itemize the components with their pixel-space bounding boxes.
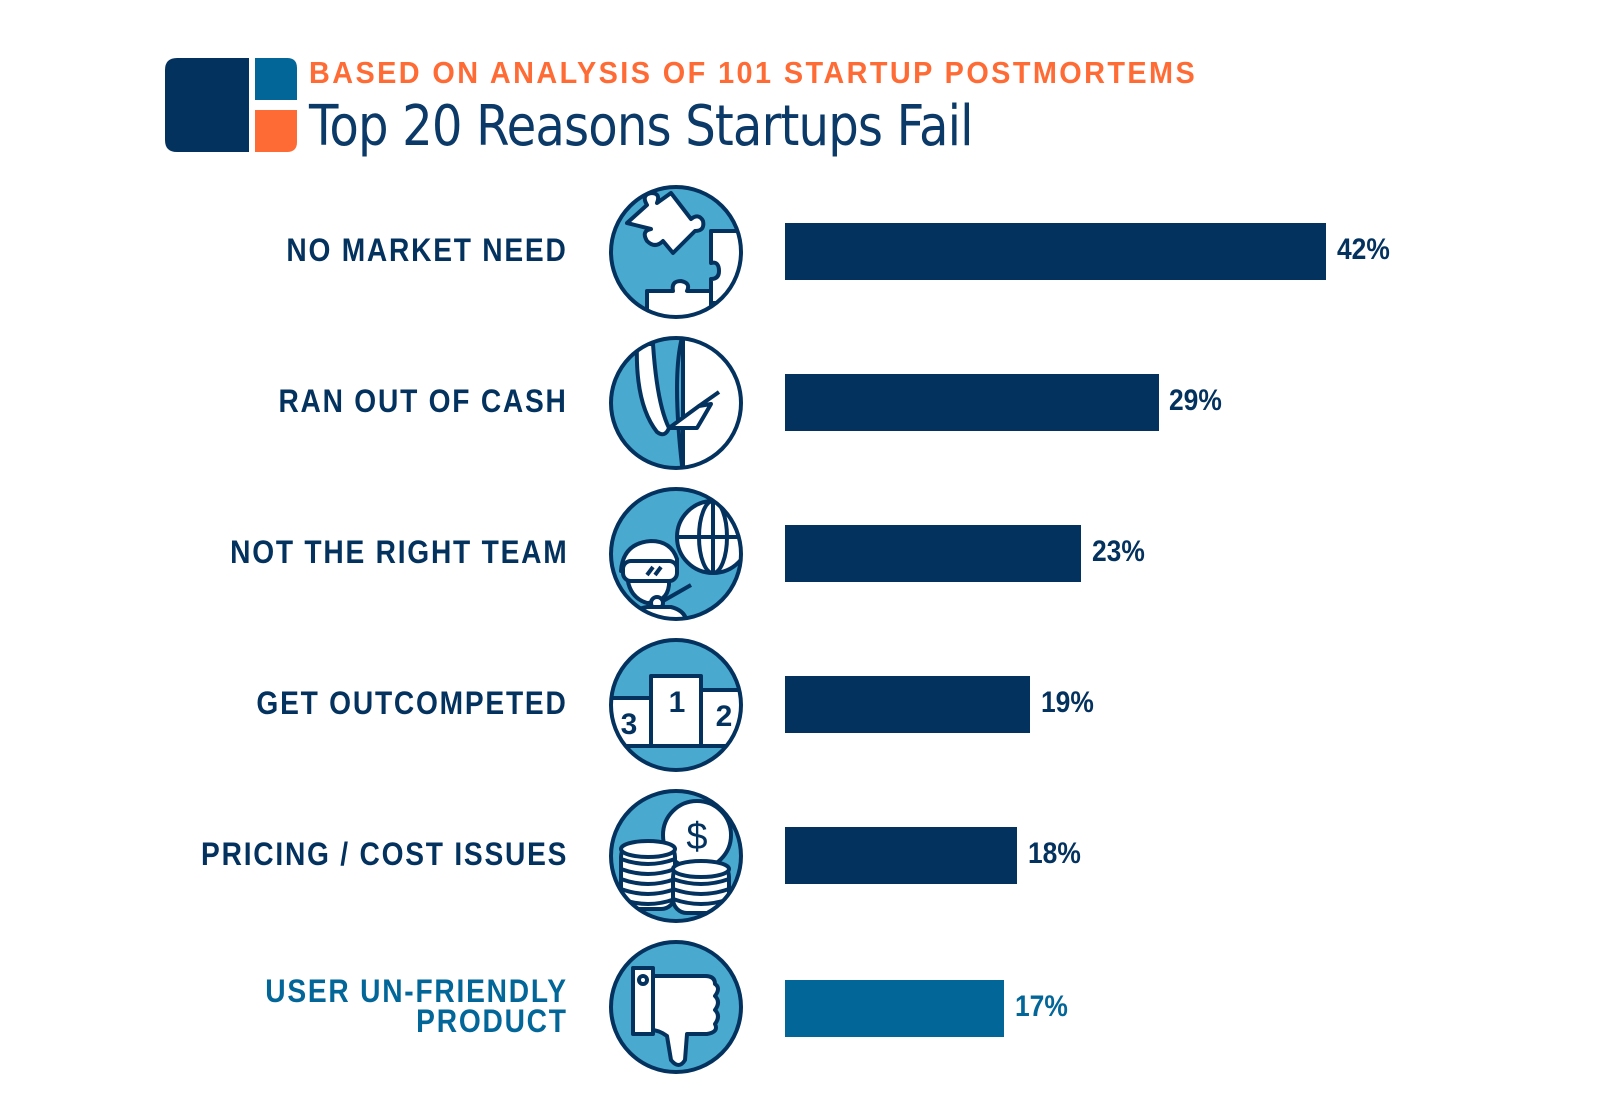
category-label: GET OUTCOMPETED (256, 685, 568, 721)
thumbs-down-icon (609, 940, 743, 1074)
podium-first-text: 1 (669, 686, 686, 719)
logo-icon (165, 58, 297, 152)
chart-row: PRICING / COST ISSUES $ 18% (0, 787, 1618, 927)
bar (785, 223, 1326, 280)
page-title: Top 20 Reasons Startups Fail (309, 94, 974, 159)
category-label: PRICING / COST ISSUES (200, 836, 568, 872)
value-label: 19% (1041, 686, 1094, 719)
bar (785, 374, 1159, 431)
bar (785, 676, 1030, 733)
value-label: 42% (1337, 233, 1390, 266)
puzzle-pieces-icon (609, 185, 743, 319)
value-label: 17% (1015, 990, 1068, 1023)
chart-row: RAN OUT OF CASH 29% (0, 334, 1618, 474)
category-label: USER UN-FRIENDLY PRODUCT (265, 973, 568, 1039)
bar (785, 525, 1081, 582)
team-vr-globe-icon (609, 487, 743, 621)
podium-icon: 1 2 3 (609, 638, 743, 772)
chart-row: USER UN-FRIENDLY PRODUCT 17% (0, 938, 1618, 1078)
category-label: RAN OUT OF CASH (278, 383, 568, 419)
category-label-line2: PRODUCT (416, 1003, 568, 1039)
empty-pocket-icon (609, 336, 743, 470)
chart-row: NOT THE RIGHT TEAM 23% (0, 485, 1618, 625)
chart-row: GET OUTCOMPETED 1 2 3 19% (0, 636, 1618, 776)
coins-dollar-icon: $ (609, 789, 743, 923)
bar (785, 980, 1004, 1037)
value-label: 29% (1169, 384, 1222, 417)
value-label: 18% (1028, 837, 1081, 870)
chart-row: NO MARKET NEED 42% (0, 183, 1618, 323)
podium-third-text: 3 (621, 708, 638, 741)
category-label-line1: USER UN-FRIENDLY (265, 973, 568, 1009)
category-label: NO MARKET NEED (286, 232, 568, 268)
podium-second-text: 2 (716, 700, 733, 733)
bar (785, 827, 1017, 884)
category-label: NOT THE RIGHT TEAM (229, 534, 568, 570)
value-label: 23% (1092, 535, 1145, 568)
dollar-sign-text: $ (686, 816, 707, 858)
subtitle: BASED ON ANALYSIS OF 101 STARTUP POSTMOR… (309, 55, 1198, 90)
